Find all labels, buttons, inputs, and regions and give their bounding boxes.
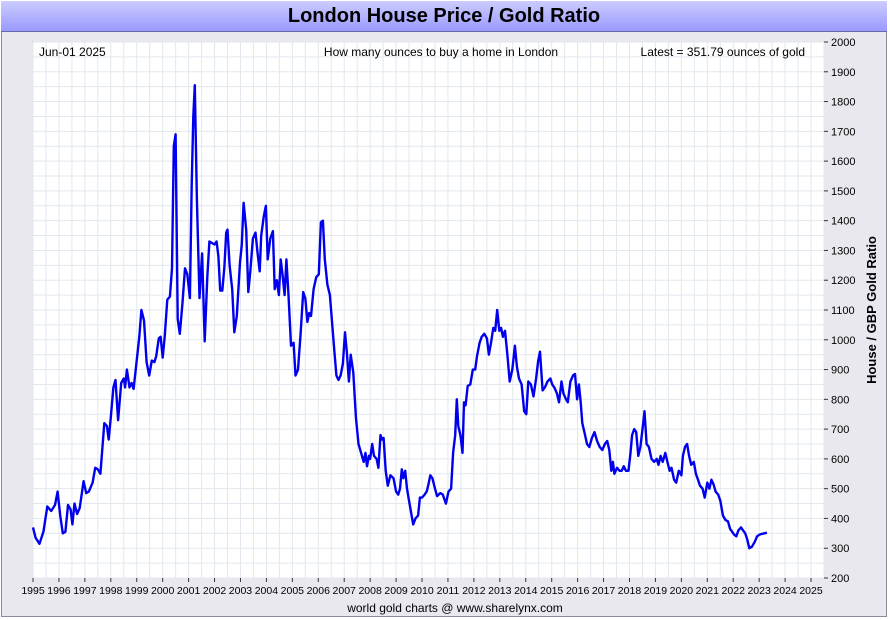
y-tick-label: 900 xyxy=(831,365,849,377)
x-tick-label: 2008 xyxy=(358,585,382,597)
y-tick-label: 1200 xyxy=(831,275,855,287)
x-tick-label: 2018 xyxy=(618,585,642,597)
x-tick-label: 1997 xyxy=(73,585,97,597)
x-tick-label: 2012 xyxy=(462,585,486,597)
x-tick-label: 2014 xyxy=(514,585,538,597)
y-tick-label: 600 xyxy=(831,454,849,466)
y-tick-label: 400 xyxy=(831,513,849,525)
x-tick-label: 2019 xyxy=(644,585,668,597)
y-tick-label: 2000 xyxy=(831,37,855,49)
x-tick-label: 2001 xyxy=(177,585,201,597)
x-tick-label: 2020 xyxy=(670,585,694,597)
y-tick-label: 200 xyxy=(831,573,849,585)
x-tick-label: 1996 xyxy=(47,585,71,597)
x-tick-label: 2013 xyxy=(488,585,512,597)
chart-title: London House Price / Gold Ratio xyxy=(1,1,887,32)
x-tick-label: 2011 xyxy=(437,585,460,597)
x-tick-label: 2003 xyxy=(229,585,253,597)
x-tick-label: 2023 xyxy=(747,585,771,597)
chart-subtitle: How many ounces to buy a home in London xyxy=(324,45,558,59)
x-tick-label: 2005 xyxy=(281,585,305,597)
x-tick-label: 2000 xyxy=(151,585,175,597)
x-tick-label: 2016 xyxy=(566,585,590,597)
x-tick-label: 2024 xyxy=(773,585,797,597)
y-tick-label: 1600 xyxy=(831,156,855,168)
y-tick-label: 300 xyxy=(831,543,849,555)
x-tick-label: 2004 xyxy=(255,585,279,597)
x-axis: 1995 1996 1997 1998 1999 2000 2001 2002 2003 2004… xyxy=(21,578,823,597)
y-tick-label: 1800 xyxy=(831,97,855,109)
y-axis: 200 300 400 500 600 700 800 900 1000 1100 1200 1300… xyxy=(824,37,855,585)
x-tick-label: 2009 xyxy=(384,585,408,597)
grid-lines xyxy=(32,41,825,579)
y-tick-label: 500 xyxy=(831,484,849,496)
x-tick-label: 2006 xyxy=(307,585,331,597)
x-tick-label: 1995 xyxy=(21,585,45,597)
y-axis-label: House / GBP Gold Ratio xyxy=(864,236,879,384)
y-tick-label: 1900 xyxy=(831,67,855,79)
footer-source: world gold charts @ www.sharelynx.com xyxy=(346,601,563,615)
x-tick-label: 2022 xyxy=(722,585,746,597)
x-tick-label: 2002 xyxy=(203,585,227,597)
x-tick-label: 1998 xyxy=(99,585,123,597)
y-tick-label: 1400 xyxy=(831,216,855,228)
y-tick-label: 1000 xyxy=(831,335,855,347)
x-tick-label: 2010 xyxy=(410,585,434,597)
date-label: Jun-01 2025 xyxy=(39,45,106,59)
y-tick-label: 1700 xyxy=(831,126,855,138)
x-tick-label: 2007 xyxy=(333,585,357,597)
x-tick-label: 2015 xyxy=(540,585,564,597)
x-tick-label: 1999 xyxy=(125,585,149,597)
series-group xyxy=(31,83,768,550)
x-tick-label: 2025 xyxy=(799,585,823,597)
series-line xyxy=(31,83,768,550)
x-tick-label: 2021 xyxy=(696,585,720,597)
y-tick-label: 800 xyxy=(831,394,849,406)
x-tick-label: 2017 xyxy=(592,585,616,597)
y-tick-label: 1500 xyxy=(831,186,855,198)
latest-value-label: Latest = 351.79 ounces of gold xyxy=(641,45,805,59)
y-tick-label: 1100 xyxy=(831,305,855,317)
y-tick-label: 1300 xyxy=(831,245,855,257)
y-tick-label: 700 xyxy=(831,424,849,436)
